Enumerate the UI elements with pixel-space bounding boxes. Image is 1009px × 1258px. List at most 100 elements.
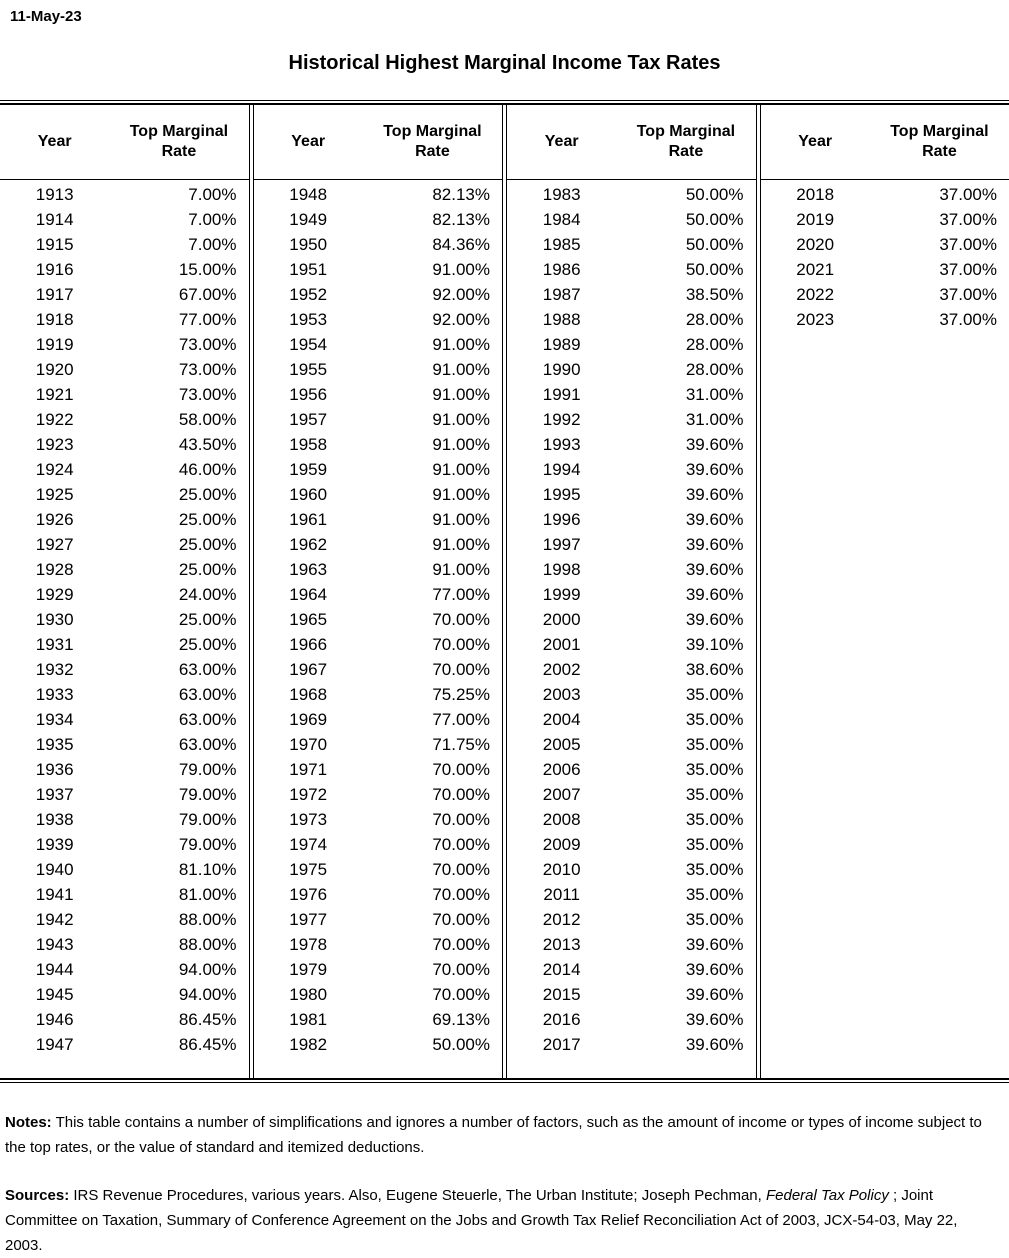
rate-cell: 70.00% (363, 960, 502, 980)
year-cell: 2018 (761, 185, 870, 205)
rate-cell: 46.00% (109, 460, 248, 480)
table-row: 1957 91.00% (254, 407, 503, 432)
rate-cell: 91.00% (363, 435, 502, 455)
rate-cell: 7.00% (109, 235, 248, 255)
rate-cell: 39.60% (616, 585, 755, 605)
rate-cell: 37.00% (870, 185, 1009, 205)
table-row: 1924 46.00% (0, 457, 249, 482)
rate-cell: 50.00% (616, 185, 755, 205)
year-cell: 1920 (0, 360, 109, 380)
table-row: 2006 35.00% (507, 757, 756, 782)
rate-column-header: Top Marginal Rate (363, 122, 502, 162)
table-row: 1921 73.00% (0, 382, 249, 407)
year-cell: 1937 (0, 785, 109, 805)
table-row: 1935 63.00% (0, 732, 249, 757)
table-row: 1971 70.00% (254, 757, 503, 782)
rate-cell: 50.00% (363, 1035, 502, 1055)
year-cell: 1929 (0, 585, 109, 605)
table-row: 1953 92.00% (254, 307, 503, 332)
rate-cell: 63.00% (109, 685, 248, 705)
year-cell: 1940 (0, 860, 109, 880)
table-row: 1999 39.60% (507, 582, 756, 607)
year-cell: 1988 (507, 310, 616, 330)
table-row: 1960 91.00% (254, 482, 503, 507)
table-row: 1947 86.45% (0, 1032, 249, 1057)
rate-cell: 82.13% (363, 185, 502, 205)
year-cell: 2016 (507, 1010, 616, 1030)
rate-cell: 91.00% (363, 460, 502, 480)
year-cell: 1923 (0, 435, 109, 455)
rate-cell: 91.00% (363, 385, 502, 405)
table-row: 1961 91.00% (254, 507, 503, 532)
table-header-row: Year Top Marginal Rate (761, 105, 1009, 180)
rate-cell: 43.50% (109, 435, 248, 455)
year-cell: 1930 (0, 610, 109, 630)
rate-cell: 35.00% (616, 685, 755, 705)
table-row: 1954 91.00% (254, 332, 503, 357)
table-row: 1930 25.00% (0, 607, 249, 632)
year-cell: 1924 (0, 460, 109, 480)
table-row: 1929 24.00% (0, 582, 249, 607)
year-cell: 2019 (761, 210, 870, 230)
table-row: 2009 35.00% (507, 832, 756, 857)
table-row: 1937 79.00% (0, 782, 249, 807)
rate-cell: 28.00% (616, 360, 755, 380)
rate-cell: 7.00% (109, 210, 248, 230)
year-cell: 2011 (507, 885, 616, 905)
year-cell: 1993 (507, 435, 616, 455)
year-cell: 1980 (254, 985, 363, 1005)
year-cell: 1943 (0, 935, 109, 955)
year-cell: 1964 (254, 585, 363, 605)
table-row: 2008 35.00% (507, 807, 756, 832)
year-cell: 2007 (507, 785, 616, 805)
year-cell: 2008 (507, 810, 616, 830)
rate-cell: 91.00% (363, 410, 502, 430)
table-row: 1977 70.00% (254, 907, 503, 932)
year-cell: 1998 (507, 560, 616, 580)
year-cell: 1919 (0, 335, 109, 355)
rate-cell: 91.00% (363, 510, 502, 530)
table-row: 1989 28.00% (507, 332, 756, 357)
year-cell: 1987 (507, 285, 616, 305)
table-header-row: Year Top Marginal Rate (0, 105, 249, 180)
rate-cell: 7.00% (109, 185, 248, 205)
table-row: 1928 25.00% (0, 557, 249, 582)
table-row: 1940 81.10% (0, 857, 249, 882)
year-cell: 2003 (507, 685, 616, 705)
year-cell: 1976 (254, 885, 363, 905)
rate-cell: 69.13% (363, 1010, 502, 1030)
year-cell: 1983 (507, 185, 616, 205)
rate-cell: 70.00% (363, 860, 502, 880)
rate-cell: 70.00% (363, 835, 502, 855)
rate-cell: 91.00% (363, 260, 502, 280)
year-cell: 1921 (0, 385, 109, 405)
year-cell: 2006 (507, 760, 616, 780)
table-row: 2007 35.00% (507, 782, 756, 807)
rate-cell: 63.00% (109, 660, 248, 680)
table-row: 2000 39.60% (507, 607, 756, 632)
table-row: 1968 75.25% (254, 682, 503, 707)
table-row: 1963 91.00% (254, 557, 503, 582)
text-segment: Notes: (5, 1114, 52, 1131)
rate-cell: 73.00% (109, 385, 248, 405)
year-cell: 1922 (0, 410, 109, 430)
table-body: 1948 82.13% 1949 82.13% 1950 84.36% 1951… (254, 180, 503, 1078)
rate-cell: 39.60% (616, 435, 755, 455)
rate-cell: 15.00% (109, 260, 248, 280)
rate-cell: 31.00% (616, 410, 755, 430)
year-cell: 1931 (0, 635, 109, 655)
year-cell: 1947 (0, 1035, 109, 1055)
table-row: 1996 39.60% (507, 507, 756, 532)
table-row: 1936 79.00% (0, 757, 249, 782)
year-cell: 2004 (507, 710, 616, 730)
rate-cell: 39.60% (616, 935, 755, 955)
year-cell: 2009 (507, 835, 616, 855)
rate-cell: 35.00% (616, 735, 755, 755)
table-row: 2021 37.00% (761, 257, 1009, 282)
table-row: 2017 39.60% (507, 1032, 756, 1057)
rate-cell: 79.00% (109, 760, 248, 780)
rate-cell: 39.60% (616, 1035, 755, 1055)
year-cell: 1934 (0, 710, 109, 730)
table-row: 1926 25.00% (0, 507, 249, 532)
table-row: 1941 81.00% (0, 882, 249, 907)
